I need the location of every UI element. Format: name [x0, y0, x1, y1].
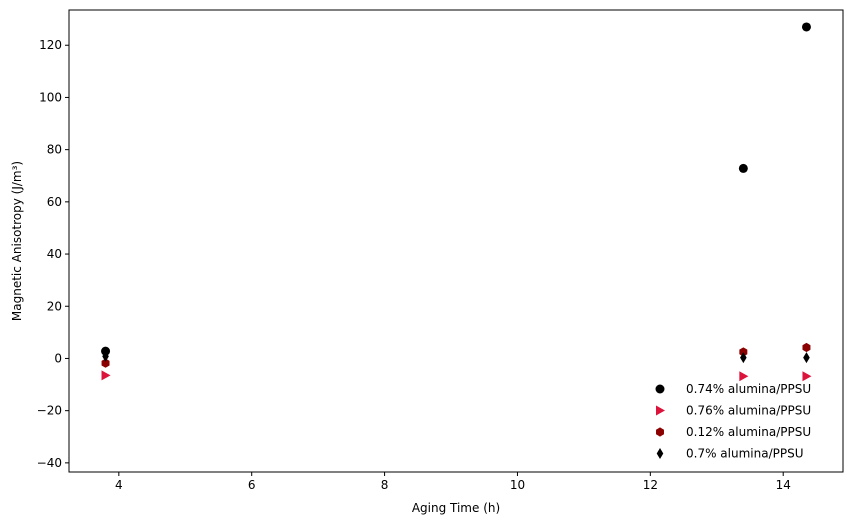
x-tick-label: 12 — [643, 478, 658, 492]
x-tick-label: 10 — [510, 478, 525, 492]
series-3 — [101, 342, 811, 368]
y-tick-label: 40 — [47, 247, 62, 261]
legend-marker — [656, 405, 665, 416]
data-point — [739, 371, 749, 382]
data-point — [739, 347, 748, 357]
y-axis-label: Magnetic Anisotropy (J/m³) — [10, 161, 24, 321]
x-tick-label: 6 — [248, 478, 256, 492]
legend-entry: 0.74% alumina/PPSU — [655, 382, 811, 396]
series-2 — [101, 370, 812, 382]
series-1 — [101, 22, 811, 356]
data-point — [101, 370, 111, 381]
legend-label: 0.12% alumina/PPSU — [686, 425, 811, 439]
legend-marker — [655, 384, 665, 394]
y-tick-label: 0 — [54, 351, 62, 365]
data-point — [801, 22, 811, 32]
series-4 — [102, 350, 810, 364]
legend-entry: 0.76% alumina/PPSU — [656, 404, 811, 418]
x-tick-label: 8 — [381, 478, 389, 492]
x-tick-label: 4 — [115, 478, 123, 492]
data-point — [102, 350, 109, 362]
legend-label: 0.7% alumina/PPSU — [686, 447, 804, 461]
legend-marker — [656, 427, 664, 437]
y-tick-label: −20 — [37, 404, 62, 418]
axes: 4 6 8 10 12 14 −40 −20 0 20 40 60 80 100 120 Aging Time… — [10, 9, 844, 515]
data-point — [802, 371, 812, 382]
y-tick-label: 80 — [47, 143, 62, 157]
legend-marker — [656, 448, 664, 459]
data-point — [803, 352, 810, 364]
legend-entry: 0.7% alumina/PPSU — [656, 447, 804, 461]
legend-label: 0.74% alumina/PPSU — [686, 382, 811, 396]
y-tick-label: 60 — [47, 195, 62, 209]
data-point — [738, 163, 748, 173]
plot-frame — [68, 9, 844, 473]
y-tick-label: 120 — [39, 38, 62, 52]
legend-entry: 0.12% alumina/PPSU — [656, 425, 811, 439]
legend: 0.74% alumina/PPSU 0.76% alumina/PPSU 0.12… — [655, 382, 811, 461]
data-point — [802, 342, 811, 353]
data-point — [740, 352, 747, 364]
y-tick-label: −40 — [37, 456, 62, 470]
legend-label: 0.76% alumina/PPSU — [686, 404, 811, 418]
x-axis-label: Aging Time (h) — [412, 501, 500, 515]
x-tick-label: 14 — [776, 478, 791, 492]
y-tick-label: 100 — [39, 90, 62, 104]
data-point — [101, 358, 110, 368]
plot-area — [101, 22, 812, 382]
y-tick-label: 20 — [47, 299, 62, 313]
